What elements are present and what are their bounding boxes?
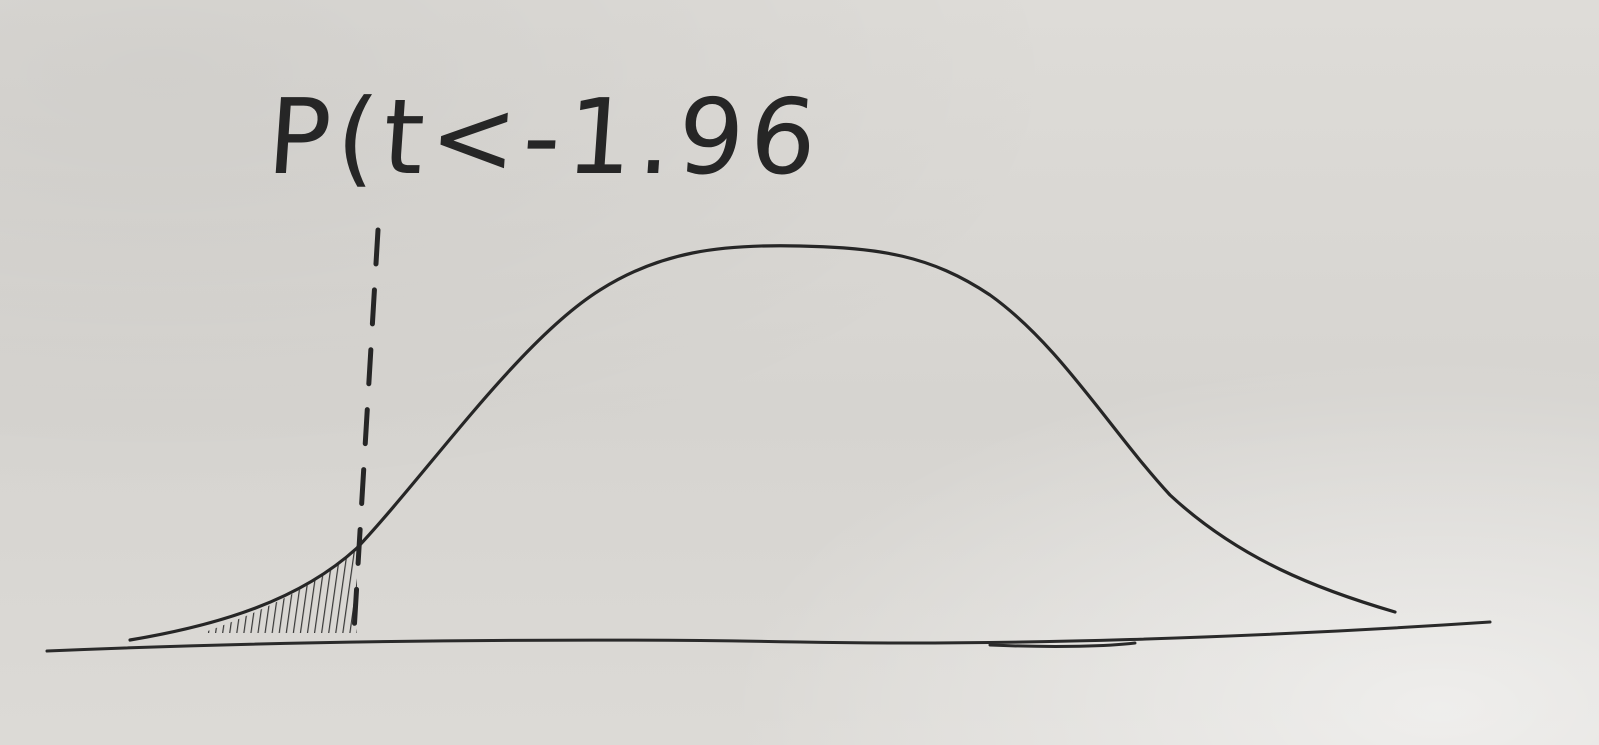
baseline-axis xyxy=(45,620,1492,653)
baseline-overlap-stroke xyxy=(988,641,1137,648)
critical-value-dashed-line xyxy=(351,227,381,635)
shaded-tail-region xyxy=(205,548,357,633)
